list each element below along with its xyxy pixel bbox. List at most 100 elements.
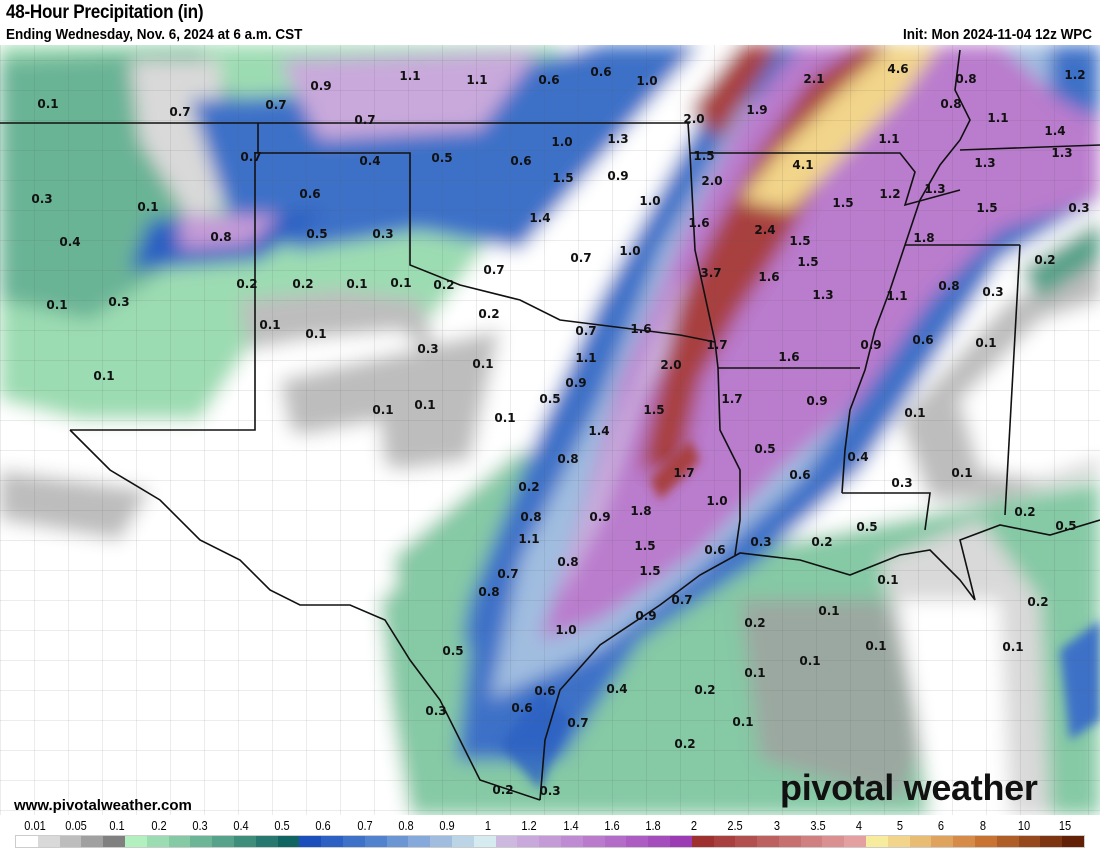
legend-tick-label: 0.7 — [356, 818, 373, 833]
precip-value-label: 0.2 — [744, 616, 766, 630]
precip-value-label: 0.3 — [982, 285, 1004, 299]
precip-value-label: 0.1 — [259, 318, 281, 332]
legend-swatch — [626, 836, 649, 847]
precip-value-label: 0.6 — [538, 73, 560, 87]
legend-tick-label: 15 — [1058, 818, 1072, 833]
legend-swatch — [560, 836, 583, 847]
precip-value-label: 4.6 — [887, 62, 909, 76]
legend-swatch — [975, 836, 997, 847]
legend-swatch — [386, 836, 409, 847]
legend-swatch — [778, 836, 801, 847]
precip-value-label: 1.9 — [746, 103, 768, 117]
precip-value-label: 0.1 — [414, 398, 436, 412]
legend-swatch — [1018, 836, 1041, 847]
precip-value-label: 0.8 — [478, 585, 500, 599]
precip-value-label: 0.5 — [306, 227, 328, 241]
precip-value-label: 1.3 — [1051, 146, 1073, 160]
precipitation-map[interactable]: 0.1 0.7 0.7 0.9 1.1 1.1 0.6 0.6 1.0 2.1 4.6 0.8 1.2 0… — [0, 45, 1100, 815]
precip-value-label: 0.9 — [806, 394, 828, 408]
precip-value-label: 1.5 — [639, 564, 661, 578]
legend-swatch — [887, 836, 910, 847]
legend-swatch — [996, 836, 1019, 847]
precip-value-label: 1.6 — [630, 322, 652, 336]
precip-value-label: 0.6 — [789, 468, 811, 482]
legend-tick-label: 4 — [855, 818, 863, 833]
precip-value-label: 0.7 — [265, 98, 287, 112]
precip-value-label: 0.2 — [518, 480, 540, 494]
legend-tick-label: 0.9 — [439, 818, 455, 833]
precip-value-label: 1.6 — [688, 216, 710, 230]
precip-value-label: 0.5 — [754, 442, 776, 456]
precip-value-label: 0.2 — [1034, 253, 1056, 267]
legend-swatch — [648, 836, 670, 847]
precip-value-label: 0.8 — [557, 452, 579, 466]
precip-value-label: 0.1 — [1002, 640, 1024, 654]
precip-value-label: 0.7 — [483, 263, 505, 277]
legend-tick-label: 2 — [691, 818, 698, 833]
legend-swatches — [15, 835, 1085, 848]
legend-swatch — [342, 836, 365, 847]
legend-swatch — [604, 836, 627, 847]
legend-swatch — [691, 836, 714, 847]
precip-value-label: 2.1 — [803, 72, 825, 86]
precip-value-label: 1.5 — [976, 201, 998, 215]
legend-tick-label: 3.5 — [810, 818, 826, 833]
precip-value-label: 0.1 — [865, 639, 887, 653]
legend-tick-label: 1.6 — [604, 818, 620, 833]
precip-value-label: 0.8 — [210, 230, 232, 244]
precip-value-label: 0.3 — [108, 295, 130, 309]
precip-value-label: 0.1 — [799, 654, 821, 668]
precip-value-label: 0.1 — [904, 406, 926, 420]
legend-swatch — [757, 836, 779, 847]
precip-value-label: 1.6 — [778, 350, 800, 364]
precip-value-label: 0.2 — [492, 783, 514, 797]
precip-value-label: 0.6 — [511, 701, 533, 715]
legend-swatch — [539, 836, 561, 847]
precip-value-label: 0.2 — [433, 278, 455, 292]
precip-value-label: 0.9 — [860, 338, 882, 352]
precip-value-label: 1.1 — [878, 132, 900, 146]
precip-value-label: 0.9 — [635, 609, 657, 623]
precip-value-label: 1.2 — [1064, 68, 1086, 82]
precip-value-label: 0.4 — [59, 235, 81, 249]
legend-tick-label: 8 — [979, 818, 986, 833]
precip-value-label: 1.1 — [575, 351, 597, 365]
precip-value-label: 2.0 — [701, 174, 723, 188]
precip-value-label: 0.5 — [431, 151, 453, 165]
legend-swatch — [669, 836, 692, 847]
legend-swatch — [822, 836, 845, 847]
precip-value-label: 0.8 — [955, 72, 977, 86]
precip-value-label: 0.7 — [570, 251, 592, 265]
legend-swatch — [299, 836, 322, 847]
precip-value-label: 2.0 — [660, 358, 682, 372]
precip-value-label: 1.1 — [399, 69, 421, 83]
legend-swatch — [800, 836, 823, 847]
precip-value-label: 0.1 — [472, 357, 494, 371]
precip-value-label: 1.4 — [588, 424, 610, 438]
site-url[interactable]: www.pivotalweather.com — [14, 797, 192, 814]
pivotal-weather-logo: pivotal weather — [780, 767, 1038, 808]
precip-value-label: 0.9 — [589, 510, 611, 524]
precip-value-label: 0.1 — [37, 97, 59, 111]
precip-value-label: 1.1 — [886, 289, 908, 303]
precip-value-label: 0.4 — [359, 154, 381, 168]
legend-tick-label: 1.8 — [645, 818, 661, 833]
legend-swatch — [255, 836, 278, 847]
precip-value-label: 0.1 — [975, 336, 997, 350]
precip-value-label: 0.3 — [425, 704, 447, 718]
legend-tick-label: 0.1 — [109, 818, 126, 833]
precip-value-label: 0.1 — [305, 327, 327, 341]
legend-tick-label: 0.05 — [65, 818, 87, 833]
precip-value-label: 0.3 — [891, 476, 913, 490]
precip-value-label: 1.5 — [552, 171, 574, 185]
legend-tick-label: 0.5 — [274, 818, 290, 833]
legend-tick-label: 1.2 — [521, 818, 538, 833]
precip-value-label: 0.4 — [847, 450, 869, 464]
precip-value-label: 0.6 — [510, 154, 532, 168]
legend-tick-label: 0.8 — [398, 818, 414, 833]
precip-value-label: 0.3 — [750, 535, 772, 549]
legend-swatch — [146, 836, 169, 847]
legend-swatch — [103, 836, 125, 847]
precip-value-label: 0.6 — [912, 333, 934, 347]
precip-value-label: 1.7 — [721, 392, 743, 406]
